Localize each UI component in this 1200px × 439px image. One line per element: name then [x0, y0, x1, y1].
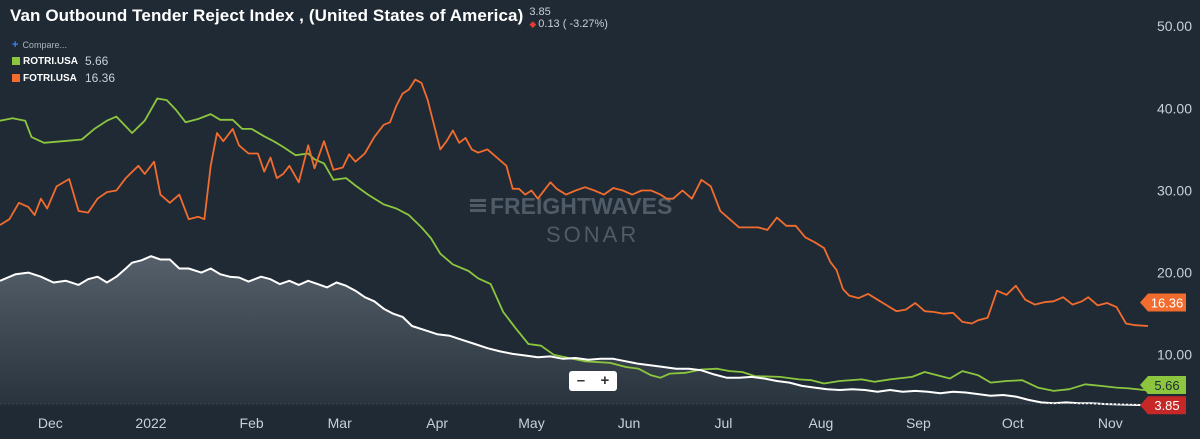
- series-line-fotri: [0, 78, 1149, 327]
- legend: + Compare... ROTRI.USA 5.66 FOTRI.USA 16.…: [12, 39, 115, 85]
- end-label-tag: [1140, 376, 1186, 394]
- zoom-in-button[interactable]: +: [600, 372, 610, 389]
- watermark-product: SONAR: [546, 222, 639, 247]
- x-tick-label: Dec: [38, 415, 63, 431]
- legend-name: FOTRI.USA: [23, 72, 77, 84]
- watermark-brand: FREIGHTWAVES: [490, 193, 672, 219]
- series-line-rotri: [0, 97, 1149, 392]
- vaoti-area: [0, 256, 1148, 406]
- y-tick-label: 40.00: [1157, 100, 1192, 116]
- current-value: 3.85: [529, 6, 551, 18]
- series-line-vaoti: [0, 255, 1149, 407]
- compare-button[interactable]: + Compare...: [12, 39, 115, 51]
- y-axis: 10.00 20.00 30.00 40.00 50.00: [1157, 18, 1192, 363]
- series-lines: [0, 78, 1149, 407]
- x-tick-label: Oct: [1002, 415, 1024, 431]
- end-label-text: 16.36: [1151, 296, 1184, 311]
- x-tick-label: Mar: [328, 415, 352, 431]
- watermark: FREIGHTWAVES SONAR: [470, 193, 672, 247]
- legend-item-rotri[interactable]: ROTRI.USA 5.66: [12, 54, 115, 68]
- change-row: ◆ 0.13 ( -3.27%): [529, 18, 608, 30]
- x-tick-label: Aug: [808, 415, 833, 431]
- fotri-swatch: [12, 74, 20, 82]
- x-tick-label: May: [518, 415, 544, 431]
- x-tick-label: Jul: [714, 415, 732, 431]
- header-values: 3.85 ◆ 0.13 ( -3.27%): [529, 6, 608, 30]
- chart-title: Van Outbound Tender Reject Index , (Unit…: [10, 6, 524, 25]
- x-tick-label: Sep: [906, 415, 931, 431]
- end-label-rotri: 5.66: [1140, 376, 1186, 394]
- end-labels: 16.36 5.66 3.85: [1140, 293, 1186, 415]
- end-label-fotri: 16.36: [1140, 293, 1186, 312]
- y-tick-label: 30.00: [1157, 183, 1192, 199]
- y-tick-label: 10.00: [1157, 347, 1192, 363]
- end-label-text: 3.85: [1154, 398, 1179, 413]
- legend-name: ROTRI.USA: [23, 55, 78, 67]
- x-tick-label: Apr: [426, 415, 448, 431]
- rotri-swatch: [12, 57, 20, 65]
- compare-label: Compare...: [22, 40, 67, 50]
- x-tick-label: Feb: [240, 415, 264, 431]
- y-tick-label: 20.00: [1157, 265, 1192, 281]
- x-tick-label: 2022: [135, 415, 166, 431]
- down-triangle-icon: ◆: [529, 19, 537, 29]
- change-value: 0.13 ( -3.27%): [538, 18, 608, 30]
- zoom-out-button[interactable]: –: [576, 372, 586, 389]
- legend-value: 16.36: [85, 71, 116, 85]
- end-label-tag: [1140, 396, 1186, 415]
- vaoti-area-layer: [0, 256, 1148, 406]
- x-tick-label: Jun: [618, 415, 641, 431]
- end-label-vaoti: 3.85: [1140, 396, 1186, 415]
- plus-icon: +: [12, 39, 19, 51]
- end-label-text: 5.66: [1154, 378, 1179, 393]
- x-axis: Dec 2022 Feb Mar Apr May Jun Jul Aug Sep Oct Nov: [38, 415, 1123, 431]
- chart-header: Van Outbound Tender Reject Index , (Unit…: [10, 6, 608, 30]
- end-label-tag: [1140, 293, 1186, 312]
- y-tick-label: 50.00: [1157, 18, 1192, 34]
- zoom-controls: – +: [569, 371, 617, 391]
- x-tick-label: Nov: [1098, 415, 1123, 431]
- legend-item-fotri[interactable]: FOTRI.USA 16.36: [12, 71, 115, 85]
- legend-value: 5.66: [85, 54, 109, 68]
